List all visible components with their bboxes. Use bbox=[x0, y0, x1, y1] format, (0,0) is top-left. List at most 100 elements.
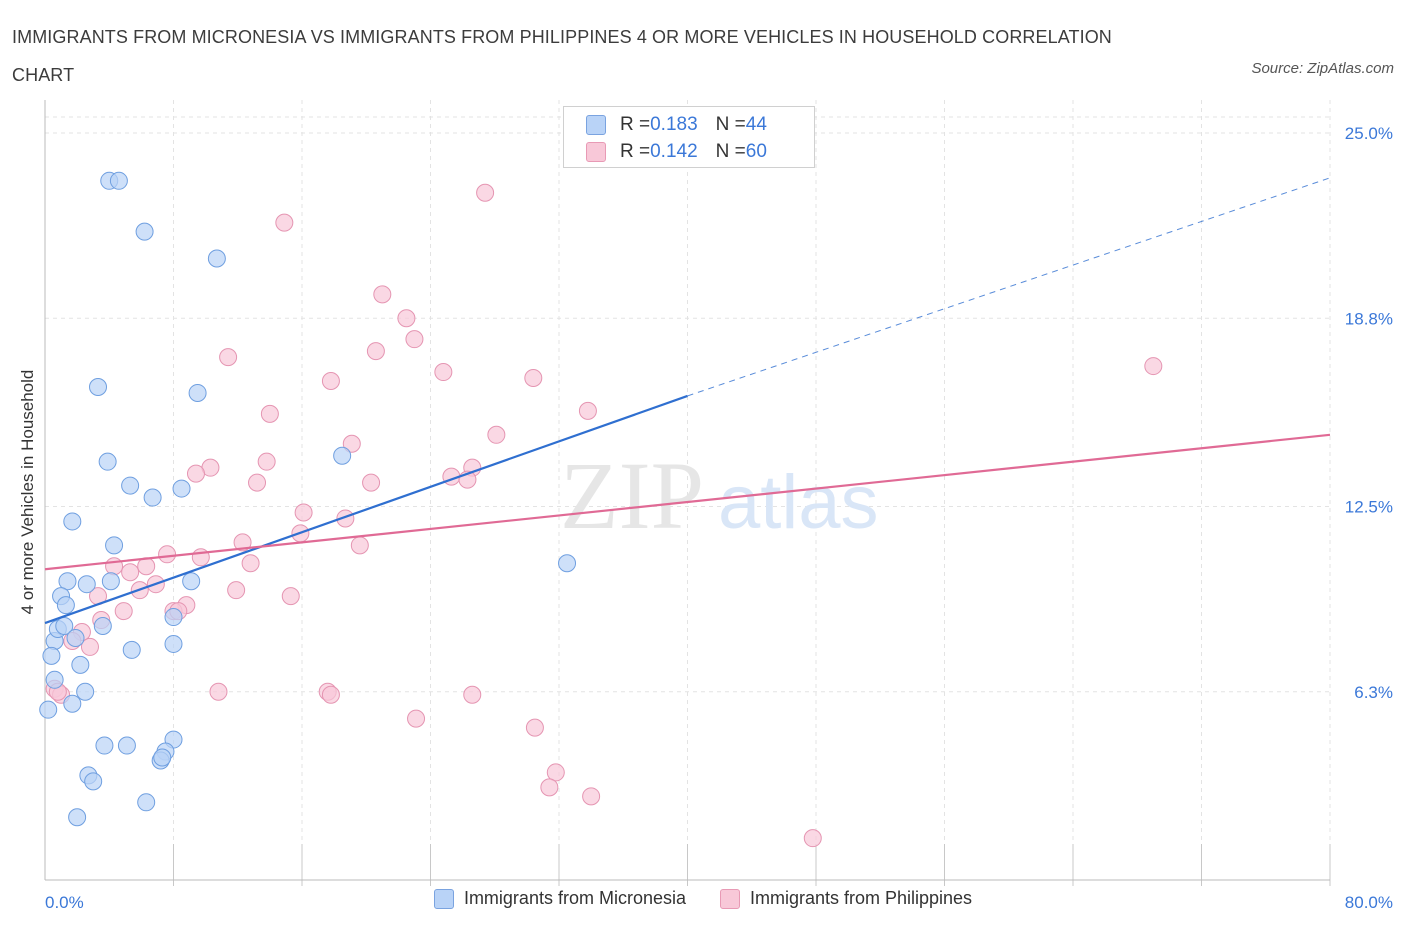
philippines-point bbox=[321, 685, 340, 704]
micronesia-point bbox=[122, 640, 141, 659]
micronesia-point bbox=[55, 617, 74, 636]
chart-title: IMMIGRANTS FROM MICRONESIA VS IMMIGRANTS… bbox=[12, 27, 1112, 85]
philippines-point bbox=[582, 787, 601, 806]
source-label: Source: ZipAtlas.com bbox=[1251, 60, 1394, 77]
micronesia-point bbox=[58, 572, 77, 591]
philippines-point bbox=[524, 369, 543, 388]
y-tick-label: 12.5% bbox=[1345, 498, 1393, 517]
legend-r-value: 0.142 bbox=[650, 141, 698, 162]
micronesia-point bbox=[164, 608, 183, 627]
philippines-point bbox=[219, 348, 238, 367]
micronesia-point bbox=[182, 572, 201, 591]
philippines-point bbox=[407, 709, 426, 728]
philippines-point bbox=[114, 602, 133, 621]
legend-r-label: R = bbox=[620, 141, 651, 162]
philippines-point bbox=[525, 718, 544, 737]
philippines-point bbox=[487, 425, 506, 444]
philippines-point bbox=[463, 685, 482, 704]
legend-swatch-pink bbox=[719, 888, 740, 909]
micronesia-point bbox=[63, 694, 82, 713]
tick-labels: 6.3% 12.5% 18.8% 25.0% 0.0% 80.0% bbox=[45, 124, 1393, 912]
philippines-point bbox=[257, 452, 276, 471]
legend-n-value: 44 bbox=[745, 114, 767, 135]
philippines-point bbox=[397, 309, 416, 328]
philippines-point bbox=[158, 545, 177, 564]
micronesia-point bbox=[56, 596, 75, 615]
legend-swatch-blue bbox=[433, 888, 454, 909]
legend-n-label: N = bbox=[715, 141, 746, 162]
legend-r-label: R = bbox=[620, 114, 651, 135]
philippines-point bbox=[434, 363, 453, 382]
micronesia-point bbox=[207, 249, 226, 268]
micronesia-point bbox=[164, 634, 183, 653]
series-legend: Immigrants from Micronesia Immigrants fr… bbox=[0, 888, 1406, 909]
micronesia-points bbox=[39, 171, 577, 827]
micronesia-point bbox=[71, 655, 90, 674]
philippines-point bbox=[540, 778, 559, 797]
micronesia-point bbox=[63, 512, 82, 531]
philippines-point bbox=[342, 434, 361, 453]
philippines-point bbox=[803, 829, 822, 848]
philippines-point bbox=[476, 183, 495, 202]
watermark: ZIP atlas bbox=[560, 442, 879, 549]
philippines-point bbox=[578, 401, 597, 420]
micronesia-point bbox=[135, 222, 154, 241]
philippines-point bbox=[248, 473, 267, 492]
micronesia-point bbox=[101, 572, 120, 591]
watermark-atlas: atlas bbox=[718, 460, 879, 545]
micronesia-point bbox=[137, 793, 156, 812]
philippines-point bbox=[209, 682, 228, 701]
philippines-point bbox=[186, 464, 205, 483]
micronesia-trend-extension bbox=[687, 177, 1331, 397]
micronesia-point bbox=[98, 452, 117, 471]
micronesia-point bbox=[45, 670, 64, 689]
micronesia-point bbox=[95, 736, 114, 755]
philippines-point bbox=[321, 372, 340, 391]
legend-item-micronesia[interactable]: Immigrants from Micronesia bbox=[433, 888, 686, 909]
philippines-point bbox=[275, 213, 294, 232]
micronesia-point bbox=[558, 554, 577, 573]
philippines-point bbox=[121, 563, 140, 582]
philippines-point bbox=[1144, 357, 1163, 376]
micronesia-point bbox=[76, 682, 95, 701]
micronesia-point bbox=[42, 646, 61, 665]
micronesia-point bbox=[153, 748, 172, 767]
micronesia-trend-line bbox=[44, 394, 688, 625]
legend-r-value: 0.183 bbox=[650, 114, 698, 135]
philippines-point bbox=[350, 536, 369, 555]
micronesia-point bbox=[143, 488, 162, 507]
philippines-point bbox=[233, 533, 252, 552]
y-tick-label: 18.8% bbox=[1345, 309, 1393, 328]
trend-lines bbox=[44, 177, 1331, 625]
legend-n-value: 60 bbox=[745, 141, 767, 162]
watermark-zip: ZIP bbox=[560, 442, 704, 549]
y-axis-label: 4 or more Vehicles in Household bbox=[18, 369, 37, 615]
legend-item-philippines[interactable]: Immigrants from Philippines bbox=[719, 888, 973, 909]
philippines-point bbox=[260, 404, 279, 423]
philippines-trend-line bbox=[44, 433, 1331, 571]
legend-label-micronesia: Immigrants from Micronesia bbox=[463, 888, 686, 908]
legend-row-philippines: R = 0.142 N = 60 bbox=[586, 139, 767, 165]
legend-swatch-blue bbox=[586, 115, 606, 135]
y-tick-label: 6.3% bbox=[1354, 683, 1393, 702]
philippines-point bbox=[241, 554, 260, 573]
micronesia-point bbox=[77, 575, 96, 594]
philippines-point bbox=[366, 342, 385, 361]
x-tick-label: 0.0% bbox=[45, 893, 84, 912]
micronesia-point bbox=[117, 736, 136, 755]
correlation-legend: R = 0.183 N = 44 R = 0.142 N = 60 bbox=[563, 106, 815, 168]
axes bbox=[44, 100, 1331, 886]
micronesia-point bbox=[93, 617, 112, 636]
philippines-point bbox=[373, 285, 392, 304]
legend-label-philippines: Immigrants from Philippines bbox=[749, 888, 973, 908]
philippines-point bbox=[294, 503, 313, 522]
micronesia-point bbox=[68, 808, 87, 827]
philippines-point bbox=[362, 473, 381, 492]
micronesia-point bbox=[188, 383, 207, 402]
philippines-point bbox=[227, 581, 246, 600]
micronesia-point bbox=[89, 377, 108, 396]
y-tick-label: 25.0% bbox=[1345, 124, 1393, 143]
legend-n-label: N = bbox=[715, 114, 746, 135]
philippines-point bbox=[546, 763, 565, 782]
